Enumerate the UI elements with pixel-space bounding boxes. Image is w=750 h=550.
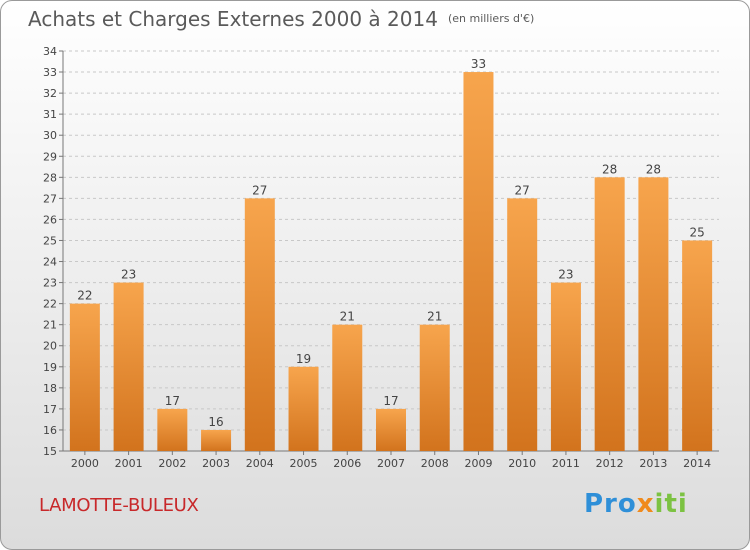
data-label: 22: [77, 289, 92, 303]
data-label: 25: [689, 225, 704, 239]
data-label: 28: [646, 162, 661, 176]
x-tick-label: 2005: [290, 457, 318, 470]
place-name: LAMOTTE-BULEUX: [39, 495, 199, 516]
x-tick-label: 2013: [639, 457, 667, 470]
x-tick-label: 2011: [552, 457, 580, 470]
bar-2003: [201, 429, 232, 451]
bar-2000: [69, 303, 100, 451]
bar-2009: [463, 72, 494, 451]
x-tick-label: 2002: [158, 457, 186, 470]
x-tick-label: 2007: [377, 457, 405, 470]
x-tick-label: 2009: [464, 457, 492, 470]
y-tick-label: 31: [43, 108, 57, 121]
x-tick-label: 2000: [71, 457, 99, 470]
data-label: 33: [471, 57, 486, 71]
data-label: 19: [296, 352, 311, 366]
y-tick-label: 34: [43, 45, 57, 58]
x-tick-label: 2008: [421, 457, 449, 470]
x-tick-label: 2001: [115, 457, 143, 470]
y-tick-label: 18: [43, 382, 57, 395]
bar-2013: [638, 177, 669, 451]
bar-2008: [419, 324, 450, 451]
data-label: 17: [383, 394, 398, 408]
y-tick-label: 32: [43, 87, 57, 100]
y-tick-label: 21: [43, 319, 57, 332]
y-tick-label: 17: [43, 403, 57, 416]
x-tick-label: 2012: [596, 457, 624, 470]
bar-2014: [682, 240, 713, 451]
bar-2002: [157, 408, 188, 451]
data-label: 21: [427, 310, 442, 324]
bars: [69, 72, 713, 451]
y-tick-label: 22: [43, 298, 57, 311]
y-tick-label: 28: [43, 171, 57, 184]
y-tick-label: 27: [43, 192, 57, 205]
y-tick-label: 24: [43, 256, 57, 269]
chart-title-text: Achats et Charges Externes 2000 à 2014: [28, 7, 438, 31]
data-label: 27: [252, 183, 267, 197]
y-tick-label: 25: [43, 234, 57, 247]
y-tick-label: 29: [43, 150, 57, 163]
data-label: 23: [558, 268, 573, 282]
y-tick-label: 33: [43, 66, 57, 79]
data-label: 27: [515, 183, 530, 197]
x-tick-label: 2006: [333, 457, 361, 470]
bar-2012: [594, 177, 625, 451]
chart-title: Achats et Charges Externes 2000 à 2014 (e…: [28, 7, 534, 31]
bar-2005: [288, 366, 319, 451]
bar-2001: [113, 282, 144, 451]
x-tick-label: 2010: [508, 457, 536, 470]
y-tick-label: 16: [43, 424, 57, 437]
data-label: 23: [121, 268, 136, 282]
y-tick-label: 23: [43, 277, 57, 290]
bar-2010: [507, 198, 538, 451]
x-tick-label: 2004: [246, 457, 274, 470]
bar-2004: [244, 198, 275, 451]
bar-2011: [550, 282, 581, 451]
x-tick-label: 2014: [683, 457, 711, 470]
brand-logo: Proxiti: [584, 489, 688, 519]
data-label: 28: [602, 162, 617, 176]
y-tick-label: 15: [43, 445, 57, 458]
y-tick-label: 26: [43, 213, 57, 226]
labels: 15 16 17 18 19 20 21 22 23 24 25 26 27 28 29 30 31 32 33 34…: [43, 45, 711, 470]
data-label: 21: [340, 310, 355, 324]
y-tick-label: 20: [43, 340, 57, 353]
bar-2006: [332, 324, 363, 451]
data-label: 17: [165, 394, 180, 408]
data-label: 16: [208, 415, 223, 429]
y-tick-label: 30: [43, 129, 57, 142]
y-tick-label: 19: [43, 361, 57, 374]
unit-label: (en milliers d'€): [447, 12, 535, 25]
x-tick-label: 2003: [202, 457, 230, 470]
bar-2007: [376, 408, 406, 451]
